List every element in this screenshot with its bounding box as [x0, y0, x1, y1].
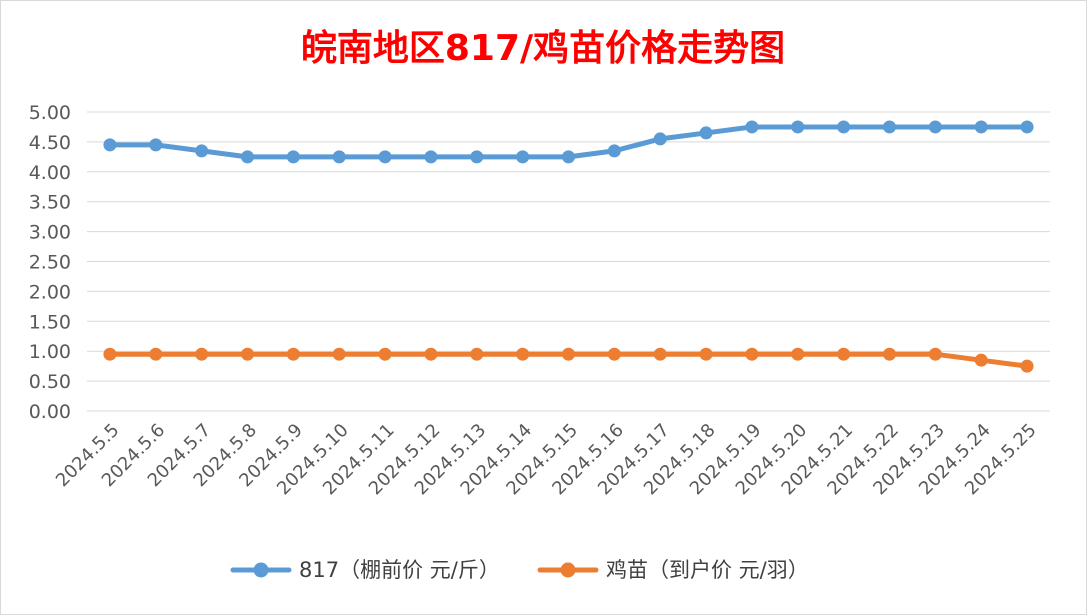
- data-point: [470, 347, 484, 361]
- data-point: [149, 347, 163, 361]
- y-tick-label: 2.00: [29, 281, 71, 303]
- chart-title: 皖南地区817/鸡苗价格走势图: [301, 28, 785, 69]
- data-point: [1020, 359, 1034, 373]
- data-point: [470, 150, 484, 164]
- data-point: [195, 144, 209, 158]
- data-point: [837, 120, 851, 134]
- data-point: [103, 138, 117, 152]
- data-point: [653, 347, 667, 361]
- data-point: [928, 347, 942, 361]
- data-point: [837, 347, 851, 361]
- legend-marker: [560, 562, 576, 578]
- data-point: [286, 150, 300, 164]
- data-point: [791, 347, 805, 361]
- series-layer: [103, 120, 1034, 373]
- data-point: [653, 132, 667, 146]
- y-tick-label: 3.00: [29, 222, 71, 244]
- y-axis: 0.00 0.50 1.00 1.50 2.00 2.50 3.00 3.50 4.00 4.50…: [29, 102, 71, 423]
- data-point: [562, 150, 575, 164]
- data-point: [332, 347, 346, 361]
- x-axis: 2024.5.52024.5.62024.5.72024.5.82024.5.9…: [52, 420, 1041, 500]
- y-tick-label: 2.50: [29, 252, 71, 274]
- data-point: [699, 126, 713, 140]
- data-point: [1020, 120, 1034, 134]
- legend-label: 鸡苗（到户价 元/羽）: [606, 558, 809, 582]
- legend-item: 鸡苗（到户价 元/羽）: [537, 558, 809, 582]
- legend: 817（棚前价 元/斤） 鸡苗（到户价 元/羽）: [230, 558, 809, 582]
- data-point: [974, 353, 988, 367]
- y-tick-label: 3.50: [29, 192, 71, 214]
- data-point: [883, 347, 896, 361]
- legend-label: 817（棚前价 元/斤）: [299, 558, 500, 582]
- data-point: [745, 347, 759, 361]
- series-2: [103, 347, 1034, 373]
- y-tick-label: 0.50: [29, 371, 71, 393]
- y-tick-label: 4.50: [29, 132, 71, 154]
- data-point: [699, 347, 713, 361]
- legend-item: 817（棚前价 元/斤）: [230, 558, 500, 582]
- data-point: [424, 150, 438, 164]
- data-point: [562, 347, 575, 361]
- data-point: [607, 347, 621, 361]
- data-point: [378, 150, 392, 164]
- data-point: [332, 150, 346, 164]
- data-point: [424, 347, 438, 361]
- data-point: [149, 138, 163, 152]
- y-tick-label: 1.00: [29, 341, 71, 363]
- y-tick-label: 4.00: [29, 162, 71, 184]
- data-point: [607, 144, 621, 158]
- data-point: [241, 150, 254, 164]
- data-point: [286, 347, 300, 361]
- data-point: [516, 347, 530, 361]
- data-point: [791, 120, 805, 134]
- y-tick-label: 5.00: [29, 102, 71, 124]
- data-point: [195, 347, 209, 361]
- data-point: [516, 150, 530, 164]
- data-point: [974, 120, 988, 134]
- data-point: [928, 120, 942, 134]
- series-1: [103, 120, 1034, 164]
- data-point: [745, 120, 759, 134]
- y-tick-label: 0.00: [29, 401, 71, 423]
- data-point: [378, 347, 392, 361]
- data-point: [883, 120, 896, 134]
- legend-marker: [253, 562, 269, 578]
- data-point: [241, 347, 254, 361]
- data-point: [103, 347, 117, 361]
- y-tick-label: 1.50: [29, 311, 71, 333]
